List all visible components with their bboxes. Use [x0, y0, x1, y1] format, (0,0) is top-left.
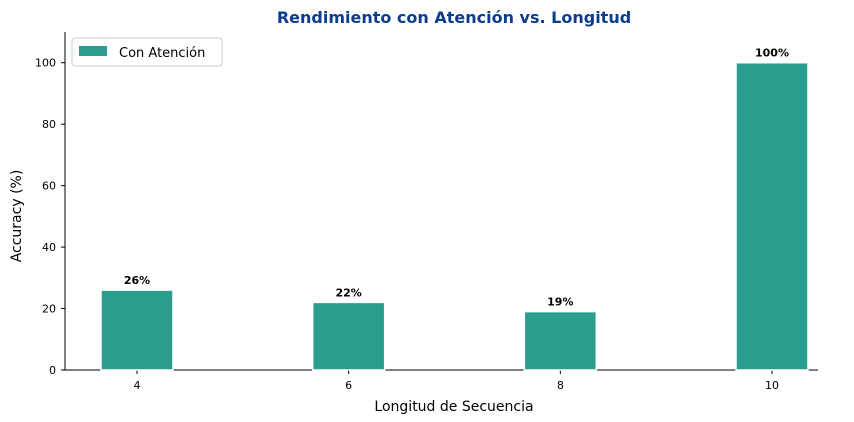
bar-value-label: 22%	[335, 286, 361, 299]
y-tick-label: 0	[49, 364, 56, 377]
x-tick-label: 4	[134, 379, 141, 392]
chart-title: Rendimiento con Atención vs. Longitud	[277, 8, 631, 27]
x-tick-label: 10	[765, 379, 779, 392]
legend-box	[71, 37, 223, 67]
bar	[311, 301, 386, 371]
bar-value-label: 19%	[547, 296, 573, 309]
data-labels: 26% 22% 19% 100%	[124, 47, 789, 309]
bar	[735, 61, 809, 371]
y-tick-label: 40	[42, 241, 56, 254]
y-ticks: 0 20 40 60 80 100	[35, 57, 65, 377]
x-axis-label: Longitud de Secuencia	[374, 399, 533, 415]
y-tick-label: 100	[35, 57, 56, 70]
x-tick-label: 8	[557, 379, 564, 392]
y-axis-label: Accuracy (%)	[9, 170, 25, 263]
bar	[100, 289, 174, 371]
y-tick-label: 60	[42, 180, 56, 193]
legend-swatch	[79, 46, 107, 56]
bar-value-label: 100%	[755, 47, 789, 60]
legend-label: Con Atención	[119, 46, 205, 61]
bars	[100, 61, 809, 371]
axes	[64, 32, 818, 371]
bar	[523, 310, 598, 371]
x-ticks: 4 6 8 10	[134, 370, 779, 392]
x-tick-label: 6	[345, 379, 352, 392]
bar-value-label: 26%	[124, 274, 150, 287]
y-tick-label: 20	[42, 303, 56, 316]
y-tick-label: 80	[42, 118, 56, 131]
legend: Con Atención	[71, 37, 223, 67]
